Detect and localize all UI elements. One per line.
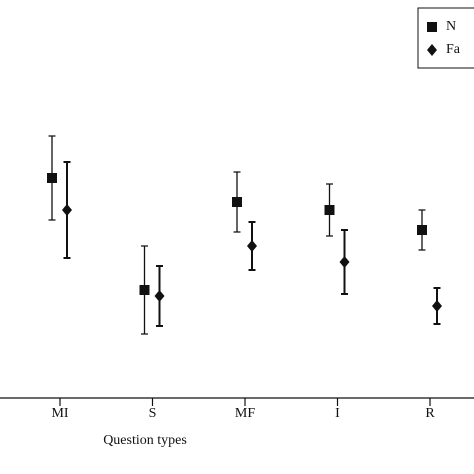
marker-square (324, 205, 335, 215)
marker-diamond (432, 300, 442, 312)
legend-label: N (446, 19, 456, 34)
marker-diamond (62, 204, 72, 216)
marker-square (427, 22, 437, 32)
legend-box (417, 7, 474, 69)
x-tick-label: R (425, 406, 435, 421)
x-tick-label: S (149, 406, 157, 421)
marker-square (417, 225, 427, 235)
marker-square (47, 173, 57, 183)
marker-diamond (427, 44, 437, 56)
x-axis-label: Question types (103, 433, 187, 448)
marker-square (232, 197, 242, 207)
x-tick-label: I (335, 406, 340, 421)
marker-diamond (154, 290, 165, 302)
x-tick-label: MI (51, 406, 68, 421)
legend-label: Fa (446, 42, 461, 57)
x-tick-label: MF (235, 406, 255, 421)
marker-square (139, 285, 150, 295)
marker-diamond (247, 240, 257, 252)
marker-diamond (339, 256, 350, 268)
